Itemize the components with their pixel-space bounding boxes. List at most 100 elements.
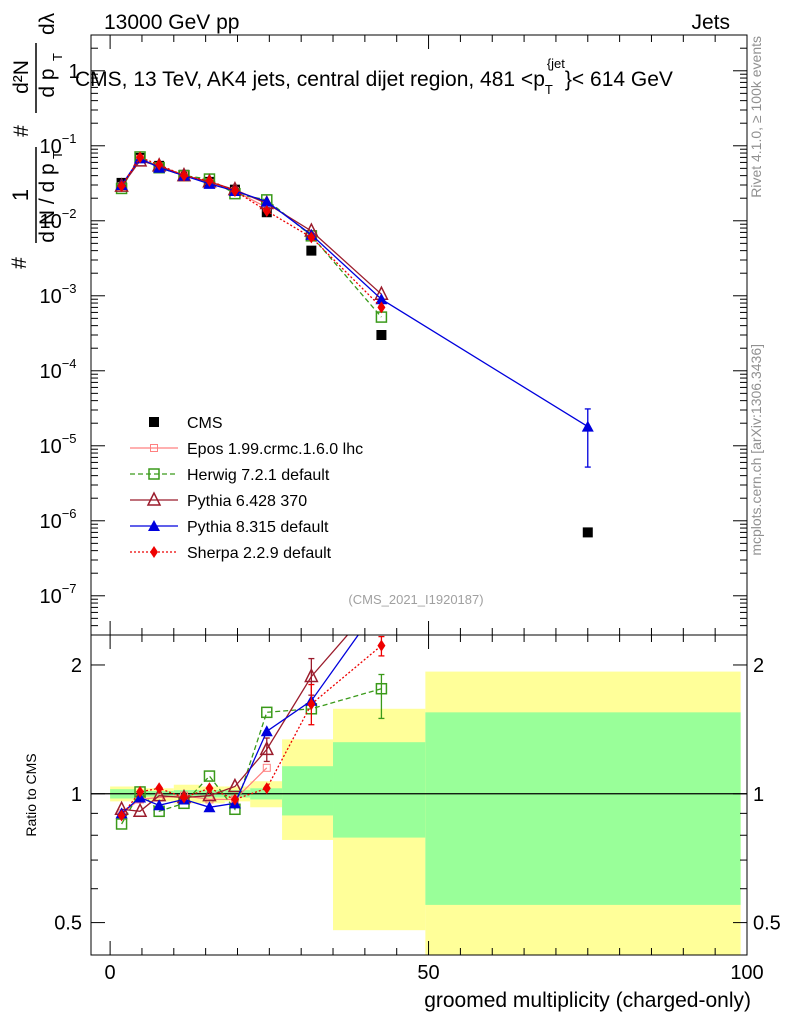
- series-line: [121, 645, 382, 816]
- ratio-y-tick-label: 0.5: [54, 913, 82, 935]
- sherpa-marker: [205, 174, 214, 187]
- x-axis: 0 50 100: [105, 635, 764, 984]
- pythia6-marker: [132, 802, 148, 818]
- y-tick-label: 10−2: [39, 206, 76, 233]
- sherpa-marker: [307, 698, 316, 711]
- x-tick-label: 0: [105, 962, 116, 984]
- sherpa-marker: [179, 791, 188, 804]
- series-line: [121, 635, 349, 812]
- main-y-label: 1 # d N / d p T # d²N d p T dλ: [8, 12, 65, 269]
- main-y-axis: 10−710−610−510−410−310−210−11: [39, 34, 747, 636]
- y-tick-base: 1: [68, 61, 79, 83]
- y-tick-base: 10: [39, 511, 61, 533]
- series-line: [121, 156, 382, 318]
- y-tick-label: 10−3: [39, 281, 76, 308]
- rivet-label: Rivet 4.1.0, ≥ 100k events: [748, 36, 764, 198]
- sherpa-marker: [377, 639, 386, 652]
- uncertainty-band-green: [333, 742, 426, 838]
- y-label-num: d²N: [10, 60, 33, 94]
- pythia6-marker: [202, 786, 217, 802]
- analysis-id: (CMS_2021_I1920187): [348, 592, 483, 607]
- y-tick-label: 10−1: [39, 131, 76, 158]
- legend: CMS Epos 1.99.crmc.1.6.0 lhc Herwig 7.2.1 …: [130, 415, 363, 562]
- herwig-marker: [148, 468, 160, 480]
- sherpa-marker: [230, 184, 239, 197]
- y-tick-exponent: −7: [62, 581, 77, 596]
- y-tick-label: 10−4: [39, 356, 76, 383]
- sherpa-marker: [117, 180, 126, 193]
- plot-title-tail: }< 614 GeV: [565, 68, 673, 91]
- pythia6-marker: [304, 667, 319, 683]
- pythia6-marker: [259, 740, 274, 756]
- pythia8-marker: [375, 293, 388, 305]
- y-label-hash1: #: [8, 257, 31, 269]
- cms-data-point: [149, 417, 159, 427]
- ratio-series: [114, 635, 388, 830]
- sherpa-marker: [150, 546, 158, 558]
- category-label: Jets: [691, 11, 730, 34]
- sherpa-marker: [205, 782, 214, 795]
- sherpa-marker: [230, 793, 239, 806]
- y-tick-base: 10: [39, 586, 61, 608]
- ratio-y-label: Ratio to CMS: [23, 753, 39, 836]
- x-axis-label: groomed multiplicity (charged-only): [424, 989, 751, 1012]
- ratio-frame: [90, 634, 748, 956]
- legend-label: CMS: [187, 415, 223, 432]
- sherpa-marker: [117, 809, 126, 822]
- sherpa-marker: [262, 205, 271, 218]
- x-tick-label: 50: [417, 962, 439, 984]
- sherpa-marker: [262, 782, 271, 795]
- y-tick-base: 10: [39, 286, 61, 308]
- main-panel: 10−710−610−510−410−310−210−11 (CMS_2021_…: [8, 12, 748, 636]
- y-tick-exponent: −5: [62, 431, 77, 446]
- ratio-panel: 0.5 0.5 1 1 2 2 0 50 100 Ratio to CMS groomed m…: [23, 634, 781, 1012]
- legend-label: Sherpa 2.2.9 default: [187, 545, 332, 562]
- sherpa-marker: [155, 782, 164, 795]
- pythia6-marker: [146, 491, 162, 506]
- y-tick-base: 10: [39, 211, 61, 233]
- y-tick-label: 10−6: [39, 506, 76, 533]
- y-tick-label: 10−7: [39, 581, 76, 608]
- y-label-dlambda: dλ: [36, 12, 59, 35]
- legend-label: Herwig 7.2.1 default: [187, 467, 330, 484]
- series-line: [121, 156, 382, 308]
- ratio-y-tick-label-right: 1: [753, 784, 764, 806]
- cms-data-point: [306, 245, 317, 256]
- plot-title-sup: {jet: [547, 56, 565, 71]
- y-tick-exponent: −3: [62, 281, 77, 296]
- y-tick-base: 10: [39, 436, 61, 458]
- beam-label: 13000 GeV pp: [104, 11, 239, 34]
- y-label-den2: d p: [36, 68, 59, 97]
- sherpa-marker: [179, 169, 188, 182]
- pythia8-marker: [260, 725, 273, 737]
- ratio-marks: [91, 635, 747, 955]
- main-x-ticks: [109, 35, 748, 635]
- ratio-y-tick-label: 1: [71, 784, 82, 806]
- plot-title: CMS, 13 TeV, AK4 jets, central dijet reg…: [75, 56, 673, 97]
- series-line: [121, 157, 589, 428]
- ratio-y-tick-label-right: 0.5: [753, 913, 781, 935]
- y-label-one: 1: [8, 189, 33, 201]
- pythia8-marker: [260, 195, 273, 207]
- legend-label: Pythia 6.428 370: [187, 493, 307, 510]
- y-tick-base: 10: [39, 136, 61, 158]
- y-tick-base: 10: [39, 361, 61, 383]
- legend-label: Pythia 8.315 default: [187, 519, 329, 536]
- legend-label: Epos 1.99.crmc.1.6.0 lhc: [187, 441, 363, 458]
- uncertainty-band-green: [282, 766, 334, 816]
- mcplots-label: mcplots.cern.ch [arXiv:1306.3436]: [748, 344, 764, 556]
- uncertainty-band-green: [425, 712, 741, 905]
- epos-marker: [262, 763, 271, 772]
- cms-data-point: [582, 527, 593, 538]
- y-tick-exponent: −6: [62, 506, 77, 521]
- ratio-y-axis: 0.5 0.5 1 1 2 2: [54, 655, 781, 935]
- pythia8-marker: [203, 801, 216, 813]
- y-tick-exponent: −2: [62, 206, 77, 221]
- y-label-den1: d N / d p: [36, 163, 59, 242]
- plot-title-main: CMS, 13 TeV, AK4 jets, central dijet reg…: [75, 68, 545, 91]
- sherpa-marker: [136, 151, 145, 164]
- epos-marker: [150, 444, 158, 452]
- herwig-marker: [375, 682, 388, 695]
- y-label-hash2: #: [10, 125, 33, 137]
